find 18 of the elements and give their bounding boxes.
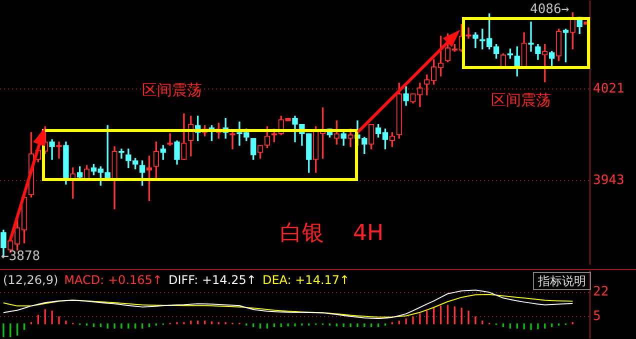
annotation: 区间震荡 xyxy=(142,81,202,99)
candlestick xyxy=(49,139,55,160)
annotation: ←3878 xyxy=(1,249,40,264)
text: MACD: +0.165↑ xyxy=(64,273,162,287)
annotation: 4086→ xyxy=(530,2,570,17)
series-label: DEA: +14.17↑ xyxy=(262,273,350,287)
candlestick xyxy=(466,28,472,39)
y-tick-label: 5 xyxy=(593,309,601,324)
annotation: 白银 4H xyxy=(280,221,384,246)
annotation: 区间震荡 xyxy=(491,91,551,109)
candlestick xyxy=(118,148,124,159)
chart-title: (12,26,9) xyxy=(3,273,58,287)
y-tick-label: 4021 xyxy=(593,81,624,96)
y-tick-label: 22 xyxy=(593,284,609,300)
series-label: DIFF: +14.25↑ xyxy=(168,273,256,287)
y-tick-label: 3943 xyxy=(593,173,624,188)
candlestick xyxy=(56,142,62,159)
button: 指标说明 xyxy=(533,272,591,290)
